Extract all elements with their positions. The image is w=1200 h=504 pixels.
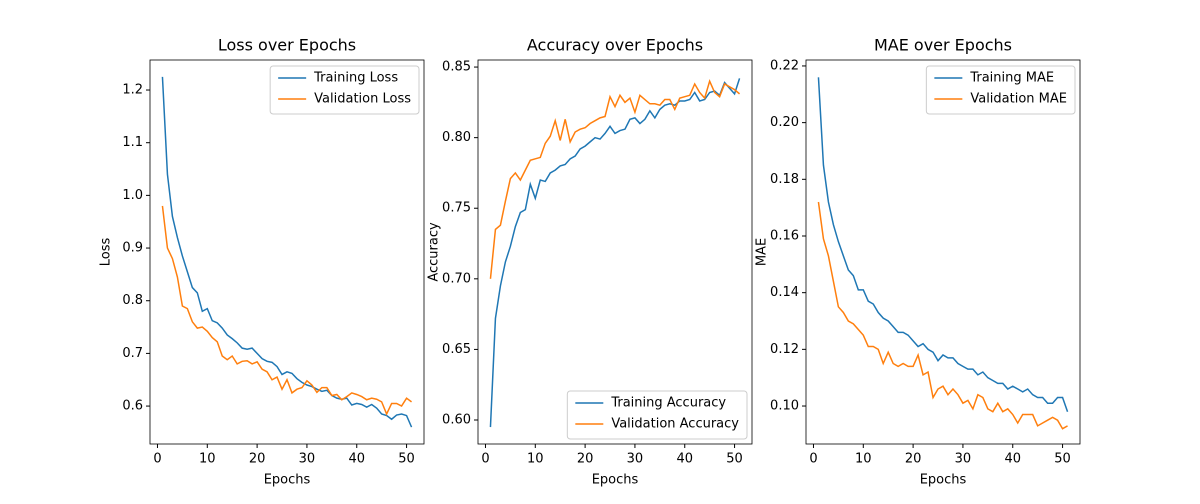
x-axis-label: Epochs: [920, 473, 967, 488]
legend-box: [269, 65, 420, 115]
y-tick-label: 0.16: [770, 228, 799, 243]
y-tick-label: 0.18: [770, 172, 799, 187]
x-tick-label: 0: [481, 452, 489, 467]
y-tick-label: 0.10: [770, 399, 799, 414]
data-line: [489, 78, 741, 428]
y-tick-label: 0.70: [442, 271, 471, 286]
axes-frame: [805, 59, 1081, 445]
y-tick-label: 0.8: [122, 293, 143, 308]
y-tick-label: 1.0: [122, 188, 143, 203]
y-axis-label: Accuracy: [427, 222, 442, 282]
x-tick-label: 40: [1004, 452, 1021, 467]
y-tick-label: 0.14: [770, 285, 799, 300]
subplot-title: Loss over Epochs: [218, 36, 356, 55]
subplot: Accuracy over Epochs Epochs Accuracy 0 10 20 3…: [427, 36, 753, 488]
legend: Training Loss Validation Loss: [269, 65, 420, 115]
x-tick-label: 50: [726, 452, 743, 467]
data-line: [817, 201, 1068, 430]
y-tick-label: 0.7: [122, 346, 143, 361]
legend: Training Accuracy Validation Accuracy: [566, 390, 748, 440]
data-line: [161, 205, 412, 416]
x-tick-label: 10: [199, 452, 216, 467]
legend-box: [566, 390, 748, 440]
y-tick-label: 1.2: [122, 83, 143, 98]
y-axis-label: MAE: [755, 238, 770, 266]
x-tick-label: 0: [809, 452, 817, 467]
y-tick-label: 0.85: [442, 60, 471, 75]
x-tick-label: 30: [627, 452, 644, 467]
x-axis-label: Epochs: [592, 473, 639, 488]
x-tick-label: 20: [577, 452, 594, 467]
x-tick-label: 20: [249, 452, 266, 467]
x-tick-label: 10: [855, 452, 872, 467]
y-tick-label: 0.9: [122, 241, 143, 256]
x-axis-label: Epochs: [264, 473, 311, 488]
y-tick-label: 0.12: [770, 342, 799, 357]
y-tick-label: 0.22: [770, 58, 799, 73]
legend-label: Training Accuracy: [610, 396, 726, 411]
x-tick-label: 50: [1054, 452, 1071, 467]
subplot-title: MAE over Epochs: [874, 36, 1012, 55]
subplot: Loss over Epochs Epochs Loss 0 10 20 30 40 50 0.6…: [99, 36, 425, 488]
x-tick-label: 30: [955, 452, 972, 467]
subplot: MAE over Epochs Epochs MAE 0 10 20 30 40 50 0.10 0…: [755, 36, 1081, 488]
legend-label: Validation Accuracy: [611, 417, 739, 432]
y-tick-label: 0.60: [442, 413, 471, 428]
y-tick-label: 0.65: [442, 342, 471, 357]
subplot-title: Accuracy over Epochs: [527, 36, 703, 55]
data-line: [817, 77, 1069, 412]
legend-label: Validation MAE: [970, 92, 1067, 107]
data-line: [489, 79, 741, 279]
x-tick-label: 40: [348, 452, 365, 467]
legend-label: Training MAE: [969, 71, 1054, 86]
x-tick-label: 30: [299, 452, 316, 467]
y-axis-label: Loss: [99, 238, 114, 267]
x-tick-label: 20: [905, 452, 922, 467]
y-tick-label: 1.1: [122, 135, 143, 150]
x-tick-label: 10: [527, 452, 544, 467]
y-tick-label: 0.6: [122, 399, 143, 414]
x-tick-label: 40: [676, 452, 693, 467]
data-line: [161, 76, 413, 428]
x-tick-label: 0: [153, 452, 161, 467]
legend-box: [925, 65, 1076, 115]
legend-label: Validation Loss: [314, 92, 411, 107]
legend: Training MAE Validation MAE: [925, 65, 1076, 115]
y-tick-label: 0.20: [770, 115, 799, 130]
y-tick-label: 0.75: [442, 201, 471, 216]
legend-label: Training Loss: [313, 71, 398, 86]
axes-frame: [149, 59, 425, 445]
x-tick-label: 50: [398, 452, 415, 467]
y-tick-label: 0.80: [442, 130, 471, 145]
axes-frame: [477, 59, 753, 445]
